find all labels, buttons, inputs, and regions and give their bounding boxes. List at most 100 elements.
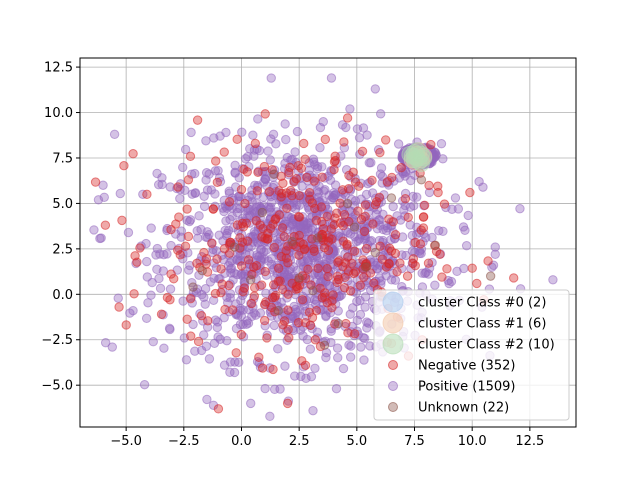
point-unknown: [269, 169, 279, 180]
x-tick-label: 2.5: [289, 434, 310, 449]
point-negative: [183, 231, 194, 242]
point-positive: [269, 239, 280, 249]
point-positive: [276, 195, 287, 205]
point-positive: [166, 240, 176, 251]
point-negative: [350, 267, 361, 277]
point-positive: [295, 220, 305, 230]
point-positive: [378, 209, 388, 219]
point-positive: [165, 182, 175, 192]
point-positive: [295, 257, 306, 267]
point-positive: [209, 133, 219, 143]
point-negative: [283, 305, 293, 315]
point-negative: [180, 241, 191, 251]
point-positive: [202, 394, 212, 405]
point-positive: [333, 353, 343, 363]
point-negative: [228, 305, 238, 315]
point-negative: [285, 185, 296, 196]
point-negative: [271, 214, 281, 224]
point-positive: [359, 355, 369, 365]
point-positive: [332, 343, 343, 353]
point-negative: [224, 280, 234, 291]
point-negative: [301, 273, 311, 284]
point-negative: [275, 276, 285, 286]
point-positive: [210, 189, 220, 199]
point-negative: [169, 274, 179, 284]
point-negative: [386, 246, 397, 256]
point-negative: [281, 253, 291, 263]
point-positive: [123, 227, 134, 238]
point-unknown: [287, 236, 297, 247]
point-negative: [327, 303, 337, 313]
point-positive: [345, 104, 355, 114]
point-negative: [185, 151, 196, 162]
point-positive: [231, 182, 241, 192]
point-positive: [305, 344, 316, 354]
point-negative: [240, 198, 250, 209]
point-positive: [548, 275, 558, 285]
point-positive: [314, 187, 324, 198]
point-negative: [419, 200, 430, 210]
point-negative: [135, 243, 145, 253]
point-negative: [165, 295, 175, 305]
x-tick-label: −5.0: [110, 434, 142, 449]
point-positive: [115, 188, 125, 199]
point-negative: [299, 244, 310, 255]
point-positive: [178, 162, 188, 173]
x-tick-label: 5.0: [346, 434, 367, 449]
point-positive: [152, 264, 162, 275]
point-negative: [270, 307, 280, 317]
point-unknown: [430, 240, 440, 250]
point-negative: [193, 336, 204, 347]
point-negative: [360, 200, 371, 210]
point-negative: [293, 160, 304, 171]
point-positive: [260, 173, 270, 184]
point-negative: [388, 217, 398, 227]
point-positive: [194, 211, 204, 221]
point-negative: [313, 263, 323, 274]
point-positive: [321, 352, 331, 363]
point-negative: [300, 154, 310, 164]
point-positive: [345, 309, 355, 319]
point-positive: [256, 244, 267, 255]
point-positive: [269, 384, 280, 395]
y-tick-label: 10.0: [44, 106, 73, 121]
point-negative: [284, 168, 294, 178]
legend: cluster Class #0 (2) cluster Class #1 (6)…: [373, 289, 570, 421]
point-positive: [310, 363, 320, 373]
point-negative: [284, 333, 294, 343]
point-negative: [338, 262, 348, 272]
point-negative: [250, 283, 260, 293]
point-negative: [416, 225, 426, 235]
point-positive: [265, 411, 275, 422]
point-negative: [274, 186, 284, 196]
point-negative: [400, 194, 411, 204]
point-negative: [277, 223, 288, 233]
point-unknown: [349, 222, 360, 232]
point-negative: [259, 315, 270, 326]
point-positive: [213, 166, 223, 176]
point-positive: [282, 152, 293, 163]
point-negative: [282, 203, 292, 213]
point-negative: [294, 212, 305, 222]
point-positive: [159, 343, 169, 353]
x-tick-label: 7.5: [404, 434, 425, 449]
point-positive: [176, 226, 187, 236]
point-negative: [236, 184, 247, 195]
point-positive: [180, 144, 191, 155]
point-unknown: [319, 340, 330, 350]
legend-box: [373, 289, 570, 421]
point-positive: [204, 354, 215, 364]
point-negative: [317, 172, 327, 182]
point-negative: [130, 251, 140, 261]
point-positive: [193, 233, 203, 243]
point-positive: [231, 308, 242, 319]
point-positive: [331, 383, 342, 394]
point-negative: [418, 212, 429, 222]
point-negative: [186, 331, 196, 341]
point-negative: [310, 335, 321, 345]
point-positive: [221, 127, 231, 138]
point-positive: [236, 295, 246, 306]
point-negative: [231, 348, 241, 358]
point-negative: [342, 113, 353, 123]
point-negative: [249, 262, 259, 272]
